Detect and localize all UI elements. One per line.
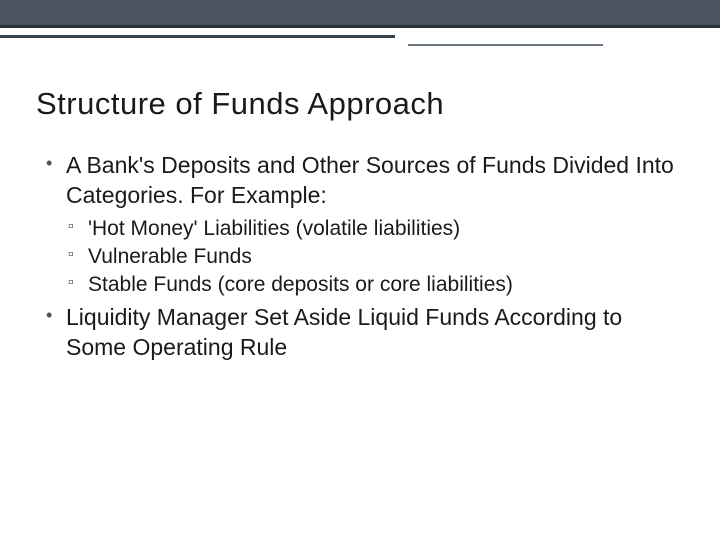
- slide-content: Structure of Funds Approach A Bank's Dep…: [0, 28, 720, 362]
- accent-line-primary: [0, 35, 395, 38]
- header-bar: [0, 0, 720, 28]
- sub-item: Stable Funds (core deposits or core liab…: [68, 271, 684, 299]
- accent-line-secondary: [408, 44, 603, 46]
- bullet-list: A Bank's Deposits and Other Sources of F…: [36, 150, 684, 362]
- sub-list: 'Hot Money' Liabilities (volatile liabil…: [66, 215, 684, 300]
- slide-title: Structure of Funds Approach: [36, 86, 684, 122]
- sub-item: 'Hot Money' Liabilities (volatile liabil…: [68, 215, 684, 243]
- bullet-text: A Bank's Deposits and Other Sources of F…: [66, 152, 674, 208]
- sub-item: Vulnerable Funds: [68, 243, 684, 271]
- bullet-item: A Bank's Deposits and Other Sources of F…: [46, 150, 684, 300]
- bullet-text: Liquidity Manager Set Aside Liquid Funds…: [66, 304, 622, 360]
- bullet-item: Liquidity Manager Set Aside Liquid Funds…: [46, 302, 684, 363]
